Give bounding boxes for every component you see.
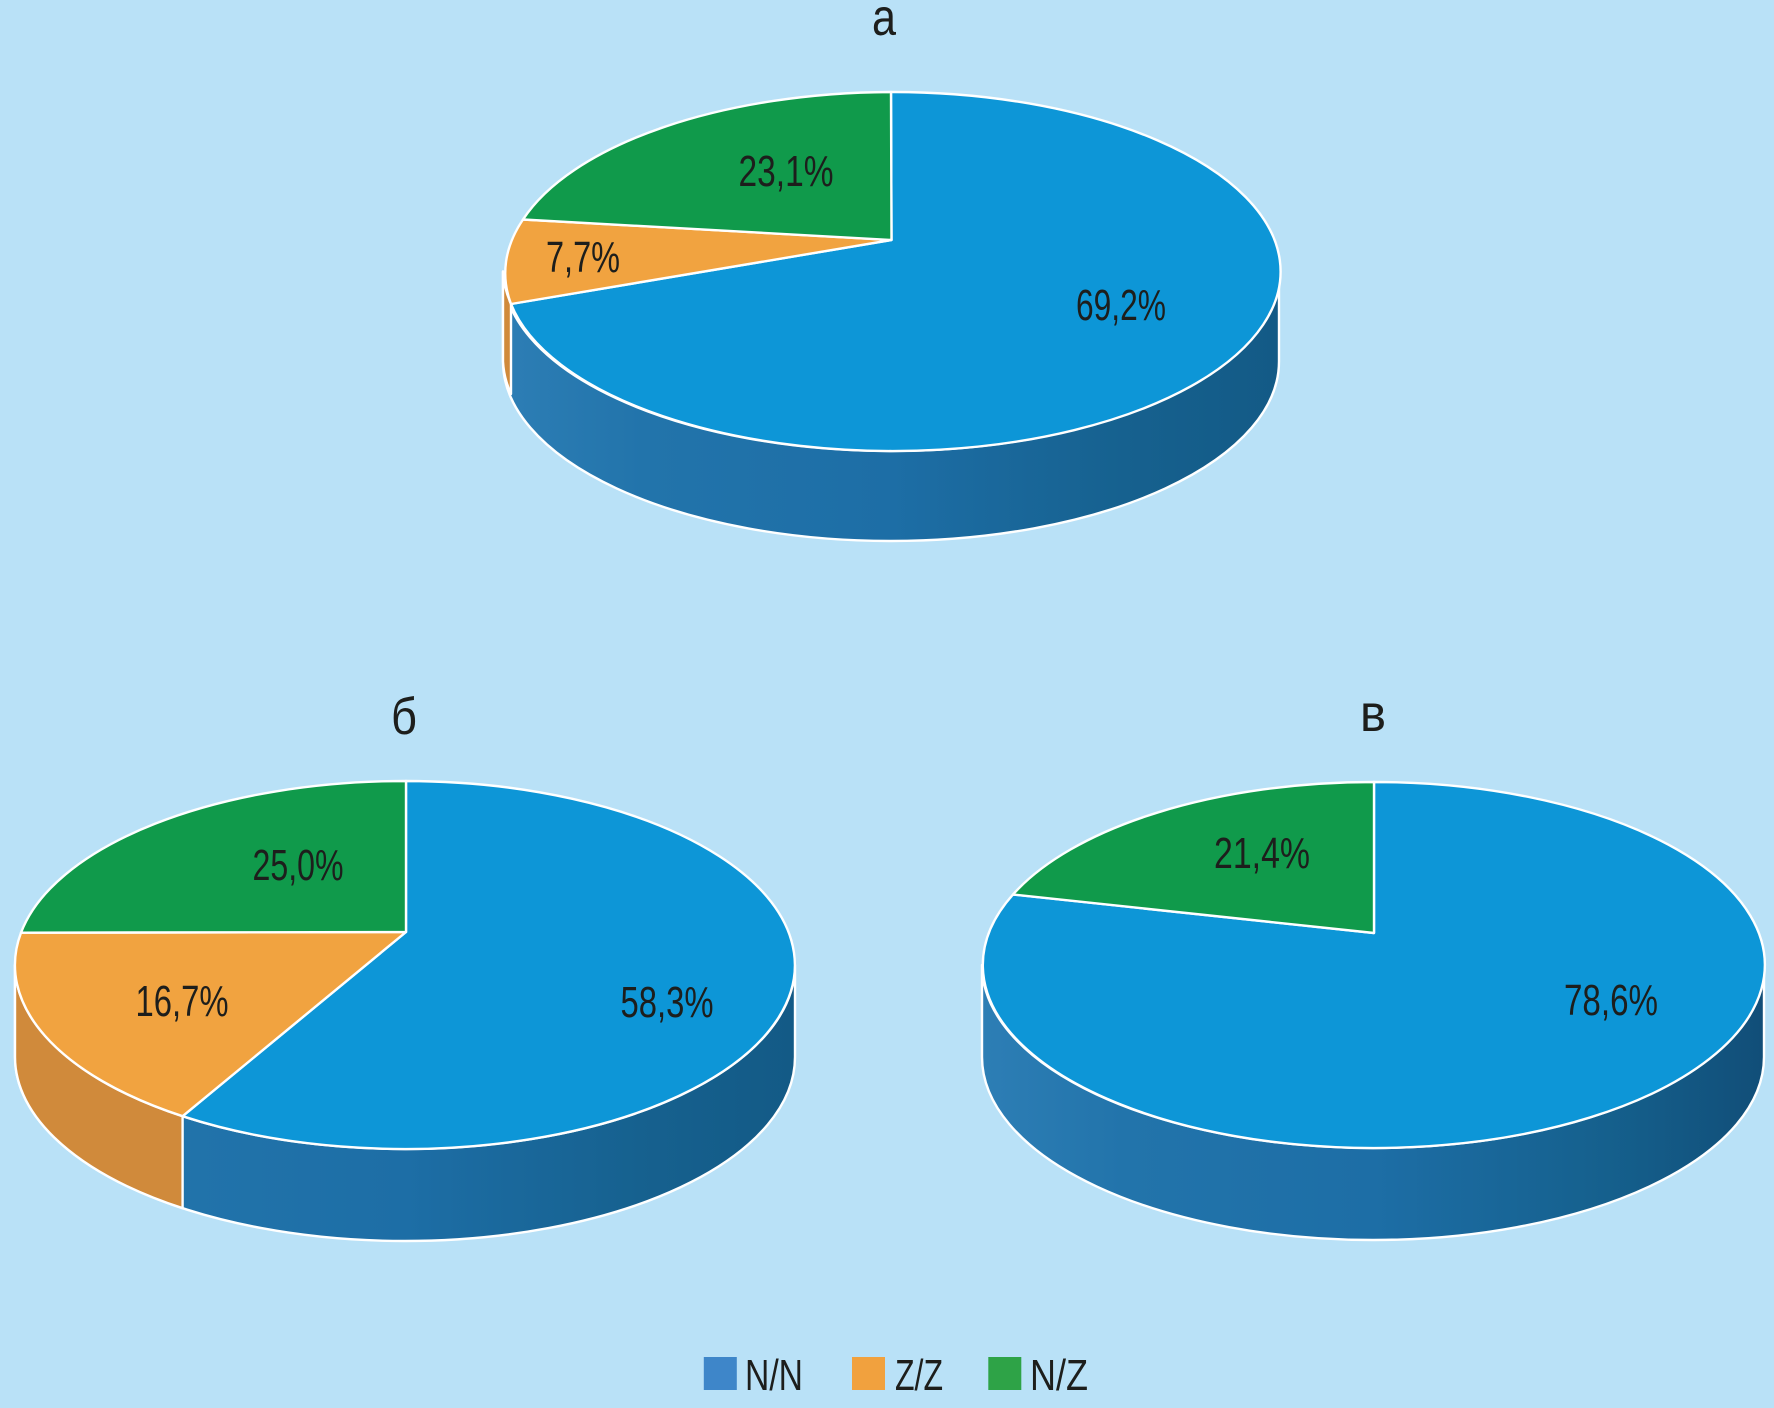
svg-text:21,4%: 21,4% [1214, 829, 1310, 878]
svg-text:N/Z: N/Z [1030, 1351, 1088, 1400]
svg-text:69,2%: 69,2% [1076, 281, 1166, 330]
svg-text:а: а [872, 0, 896, 47]
svg-text:58,3%: 58,3% [621, 978, 714, 1027]
svg-text:б: б [391, 688, 417, 746]
svg-text:23,1%: 23,1% [739, 147, 834, 196]
svg-text:в: в [1360, 685, 1386, 743]
svg-text:N/N: N/N [745, 1351, 803, 1400]
svg-text:16,7%: 16,7% [136, 977, 229, 1026]
svg-text:7,7%: 7,7% [546, 233, 620, 282]
svg-text:Z/Z: Z/Z [895, 1351, 943, 1400]
svg-text:25,0%: 25,0% [253, 841, 344, 890]
svg-text:78,6%: 78,6% [1564, 976, 1658, 1025]
